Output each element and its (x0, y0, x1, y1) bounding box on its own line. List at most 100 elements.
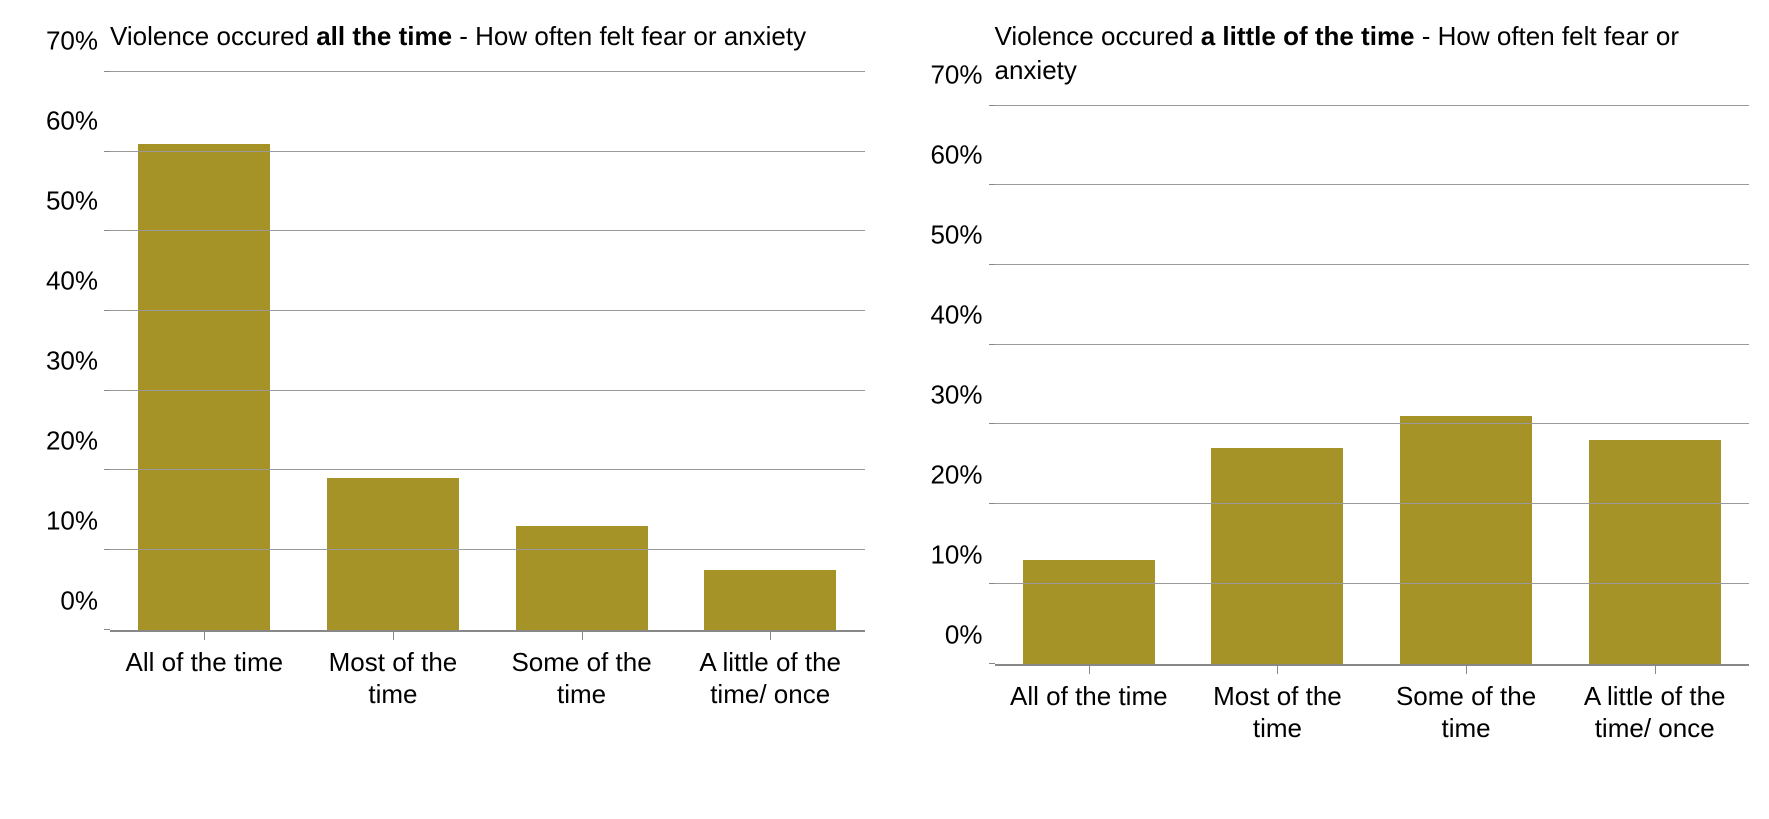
chart-title-right: Violence occured a little of the time - … (995, 20, 1750, 88)
gridline (110, 549, 865, 550)
chart-body-left: 0%10%20%30%40%50%60%70% (20, 72, 865, 632)
title-suffix: - How often felt fear or anxiety (452, 21, 806, 51)
bar-slot (299, 72, 488, 630)
y-tick-label: 70% (930, 59, 982, 90)
x-tick-label: Some of the time (1372, 674, 1561, 745)
y-tick-mark (104, 230, 110, 231)
title-prefix: Violence occured (995, 21, 1201, 51)
x-tick-label: All of the time (995, 674, 1184, 745)
gridline (110, 390, 865, 391)
y-tick-mark (104, 629, 110, 630)
x-tick-label: Some of the time (487, 640, 676, 711)
y-tick-label: 60% (930, 139, 982, 170)
bar (1211, 448, 1343, 663)
bar-slot (487, 72, 676, 630)
bars-row-left (110, 72, 865, 630)
y-axis-right: 0%10%20%30%40%50%60%70% (905, 106, 995, 666)
gridline (995, 583, 1750, 584)
gridline (110, 230, 865, 231)
bar-slot (110, 72, 299, 630)
y-tick-mark (104, 469, 110, 470)
y-tick-mark (104, 390, 110, 391)
bar (1589, 440, 1721, 663)
x-tickmarks-left (110, 632, 865, 640)
gridline (995, 423, 1750, 424)
y-axis-left: 0%10%20%30%40%50%60%70% (20, 72, 110, 632)
y-tick-label: 60% (46, 105, 98, 136)
x-tick-mark (110, 632, 299, 640)
title-prefix: Violence occured (110, 21, 316, 51)
y-tick-label: 50% (46, 185, 98, 216)
x-tick-label: Most of the time (299, 640, 488, 711)
bar (516, 526, 648, 630)
x-tick-mark (299, 632, 488, 640)
x-tick-label: Most of the time (1183, 674, 1372, 745)
bar (327, 478, 459, 629)
chart-panel-left: Violence occured all the time - How ofte… (20, 20, 865, 745)
x-tick-label: All of the time (110, 640, 299, 711)
y-tick-label: 70% (46, 25, 98, 56)
x-tick-mark (995, 666, 1184, 674)
gridline (110, 151, 865, 152)
x-tick-mark (1560, 666, 1749, 674)
y-tick-mark (989, 583, 995, 584)
gridline (995, 344, 1750, 345)
y-tick-label: 40% (930, 299, 982, 330)
x-tick-mark (1183, 666, 1372, 674)
y-tick-label: 0% (945, 619, 983, 650)
gridline (995, 105, 1750, 106)
gridline (110, 310, 865, 311)
y-tick-mark (989, 264, 995, 265)
y-tick-mark (104, 71, 110, 72)
y-tick-mark (104, 549, 110, 550)
y-tick-label: 20% (930, 459, 982, 490)
y-tick-mark (104, 310, 110, 311)
y-tick-mark (989, 503, 995, 504)
x-tick-label: A little of the time/ once (676, 640, 865, 711)
bar-slot (1183, 106, 1372, 664)
plot-area-left (110, 72, 865, 632)
x-axis-left: All of the timeMost of the timeSome of t… (110, 640, 865, 711)
bar-slot (676, 72, 865, 630)
x-tick-mark (487, 632, 676, 640)
y-tick-label: 50% (930, 219, 982, 250)
bar (1023, 560, 1155, 664)
title-bold: all the time (316, 21, 452, 51)
chart-body-right: 0%10%20%30%40%50%60%70% (905, 106, 1750, 666)
y-tick-mark (104, 151, 110, 152)
plot-area-right (995, 106, 1750, 666)
y-tick-label: 10% (930, 539, 982, 570)
title-bold: a little of the time (1201, 21, 1415, 51)
y-tick-label: 30% (930, 379, 982, 410)
gridline (995, 503, 1750, 504)
y-tick-mark (989, 105, 995, 106)
y-tick-mark (989, 344, 995, 345)
bar-slot (1372, 106, 1561, 664)
gridline (995, 184, 1750, 185)
charts-container: Violence occured all the time - How ofte… (20, 20, 1749, 745)
y-tick-label: 30% (46, 345, 98, 376)
y-tick-label: 40% (46, 265, 98, 296)
bar-slot (995, 106, 1184, 664)
x-tickmarks-right (995, 666, 1750, 674)
bar-slot (1560, 106, 1749, 664)
gridline (110, 71, 865, 72)
gridline (110, 469, 865, 470)
y-tick-mark (989, 184, 995, 185)
x-tick-label: A little of the time/ once (1560, 674, 1749, 745)
x-tick-mark (676, 632, 865, 640)
chart-title-left: Violence occured all the time - How ofte… (110, 20, 865, 54)
chart-panel-right: Violence occured a little of the time - … (905, 20, 1750, 745)
bar (1400, 416, 1532, 663)
bar (138, 144, 270, 630)
gridline (995, 264, 1750, 265)
y-tick-label: 10% (46, 505, 98, 536)
x-axis-right: All of the timeMost of the timeSome of t… (995, 674, 1750, 745)
y-tick-mark (989, 663, 995, 664)
y-tick-label: 0% (60, 585, 98, 616)
y-tick-mark (989, 423, 995, 424)
bar (704, 570, 836, 630)
y-tick-label: 20% (46, 425, 98, 456)
bars-row-right (995, 106, 1750, 664)
x-tick-mark (1372, 666, 1561, 674)
